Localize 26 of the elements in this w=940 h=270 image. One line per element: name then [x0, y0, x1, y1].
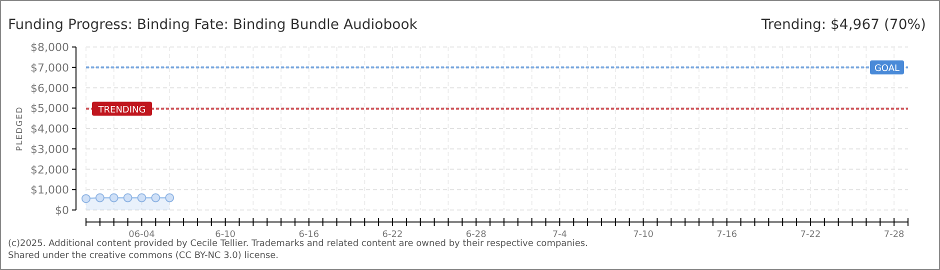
chart-title: Funding Progress: Binding Fate: Binding Bundle Audiobook	[8, 17, 418, 33]
ref-line-label: TRENDING	[97, 105, 146, 116]
text: (c)2025. Additional content provided by Cecile Tellier. Trademarks and related content are owned by their respective companies.	[8, 239, 588, 249]
x-tick-label: 7-4	[552, 230, 568, 240]
y-tick-label: $1,000	[30, 184, 69, 197]
chart-subtitle: Trending: $4,967 (70%)	[760, 17, 926, 33]
x-tick-label: 7-16	[716, 230, 738, 240]
x-tick-label: 6-16	[298, 230, 320, 240]
y-tick-label: $7,000	[30, 61, 69, 74]
x-tick-label: 6-22	[382, 230, 403, 240]
x-tick-label: 06-04	[128, 230, 156, 240]
y-tick-label: $6,000	[30, 82, 69, 95]
y-tick-label: $5,000	[30, 102, 69, 116]
y-axis-title: PLEDGED	[15, 106, 24, 151]
x-tick-label: 7-22	[800, 230, 821, 240]
y-tick-label: $4,000	[30, 122, 69, 136]
y-tick-label: $8,000	[30, 41, 69, 54]
y-tick-label: $0	[55, 204, 69, 217]
y-tick-label: $3,000	[30, 142, 69, 156]
ref-line-label: GOAL	[874, 64, 900, 74]
text: Shared under the creative commons (CC BY-NC 3.0) license.	[8, 251, 279, 261]
x-tick-label: 7-28	[884, 230, 905, 240]
x-tick-label: 6-28	[466, 230, 487, 240]
x-tick-label: 7-10	[633, 230, 654, 240]
y-tick-label: $2,000	[30, 163, 69, 176]
x-tick-label: 6-10	[215, 230, 236, 240]
